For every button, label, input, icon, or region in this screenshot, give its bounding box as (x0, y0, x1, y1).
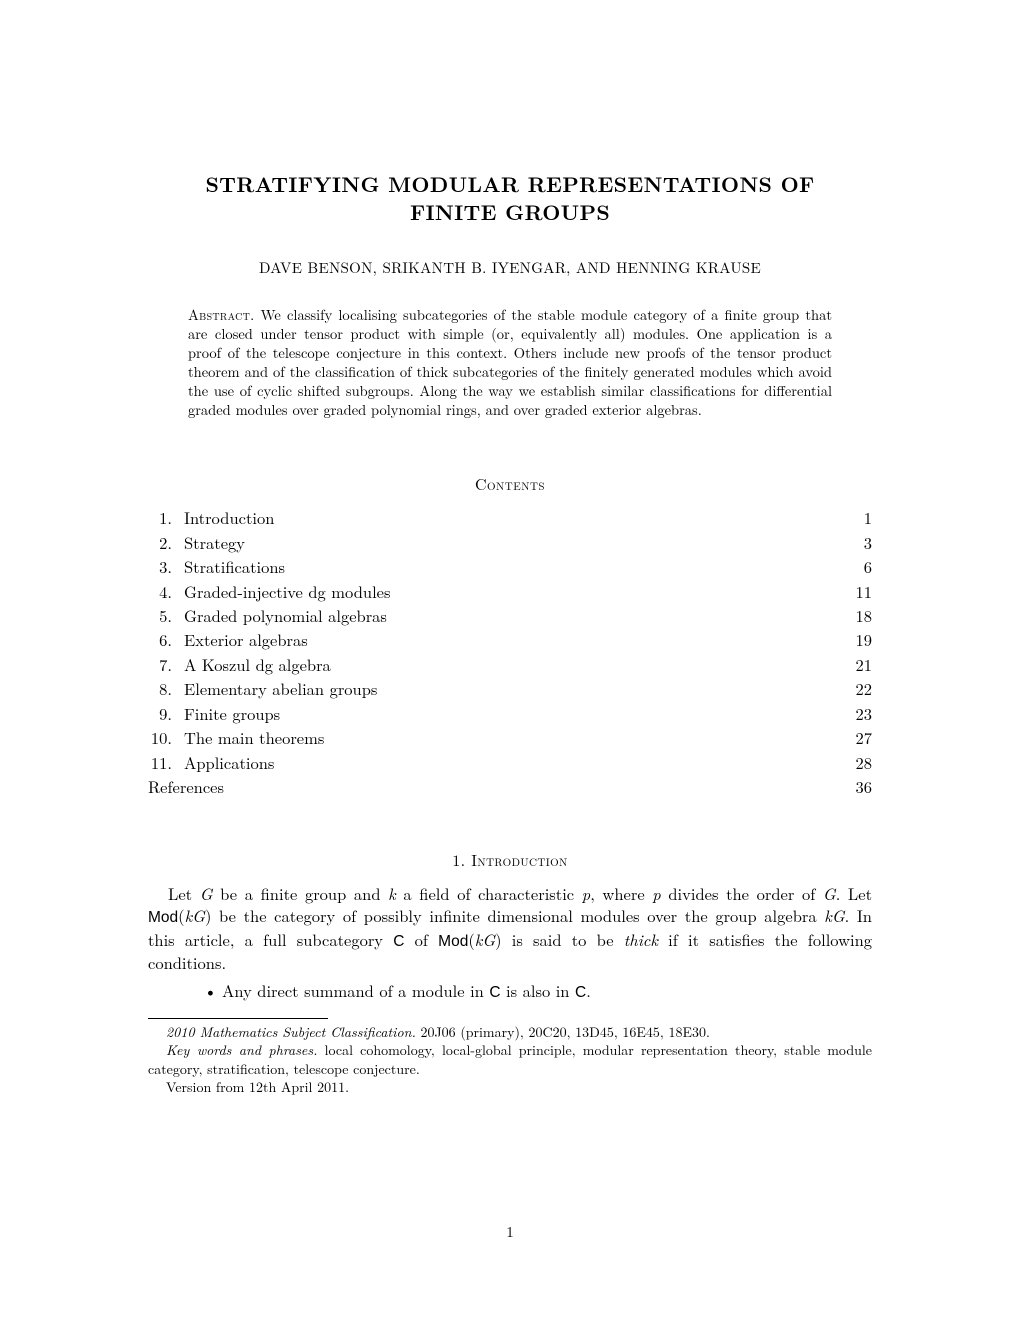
toc-title: Elementary abelian groups (184, 676, 832, 700)
title-line-1: STRATIFYING MODULAR REPRESENTATIONS OF (205, 169, 814, 199)
toc-num: 10. (148, 725, 184, 749)
footnote-keywords: Key words and phrases. local cohomology,… (148, 1041, 872, 1078)
toc-page: 23 (832, 701, 872, 725)
toc-page: 27 (832, 725, 872, 749)
toc-row: 3. Stratifications 6 (148, 554, 872, 578)
toc-title: Exterior algebras (184, 627, 832, 651)
text: be a finite group and (212, 881, 388, 905)
footnote-msc: 2010 Mathematics Subject Classification.… (148, 1023, 872, 1041)
bullet-item: • Any direct summand of a module in C is… (204, 980, 872, 1004)
toc-page: 22 (832, 676, 872, 700)
text: Any direct summand of a module in (222, 978, 489, 1002)
text: . (586, 978, 591, 1002)
toc-title: The main theorems (184, 725, 832, 749)
toc-page: 1 (832, 505, 872, 529)
math-G: G (200, 881, 213, 905)
toc-num: 7. (148, 652, 184, 676)
text: . Let (836, 881, 872, 905)
msc-text: 20J06 (primary), 20C20, 13D45, 16E45, 18… (416, 1022, 710, 1042)
math-p: p (652, 881, 660, 905)
bullet-list: • Any direct summand of a module in C is… (148, 980, 872, 1004)
toc-page: 18 (832, 603, 872, 627)
bullet-text: Any direct summand of a module in C is a… (222, 980, 591, 1004)
math-kG: kG (475, 927, 495, 951)
abstract-text: We classify localising subcategories of … (188, 305, 832, 421)
text: divides the order of (661, 881, 823, 905)
toc-row: 10. The main theorems 27 (148, 725, 872, 749)
section-1-heading: 1. Introduction (148, 848, 872, 871)
toc-row: 1. Introduction 1 (148, 505, 872, 529)
abstract-label: Abstract. (188, 305, 255, 325)
toc-page: 19 (832, 627, 872, 651)
math-k: k (388, 881, 396, 905)
term-thick: thick (624, 927, 658, 951)
footnotes: 2010 Mathematics Subject Classification.… (148, 1023, 872, 1097)
page: STRATIFYING MODULAR REPRESENTATIONS OF F… (0, 0, 1020, 1157)
toc-title: Graded polynomial algebras (184, 603, 832, 627)
toc-num: 11. (148, 750, 184, 774)
footnote-rule (148, 1018, 328, 1019)
toc-title: Stratifications (184, 554, 832, 578)
page-number: 1 (0, 1221, 1020, 1242)
kw-label: Key words and phrases. (166, 1040, 317, 1060)
contents-heading: Contents (148, 472, 872, 495)
toc-num: 2. (148, 530, 184, 554)
toc-title: Introduction (184, 505, 832, 529)
toc-page: 28 (832, 750, 872, 774)
abstract: Abstract. We classify localising subcate… (188, 306, 832, 421)
category-Mod: Mod (438, 933, 468, 950)
toc-title: A Koszul dg algebra (184, 652, 832, 676)
toc-row: 9. Finite groups 23 (148, 701, 872, 725)
toc-title: References (148, 774, 832, 798)
toc-page: 3 (832, 530, 872, 554)
toc-row: 11. Applications 28 (148, 750, 872, 774)
toc-title: Strategy (184, 530, 832, 554)
toc-row-references: References 36 (148, 774, 872, 798)
authors: DAVE BENSON, SRIKANTH B. IYENGAR, AND HE… (148, 257, 872, 278)
toc-row: 5. Graded polynomial algebras 18 (148, 603, 872, 627)
math-p: p (582, 881, 590, 905)
math-kG: kG (824, 903, 844, 927)
toc-title: Finite groups (184, 701, 832, 725)
msc-label: 2010 Mathematics Subject Classification. (166, 1022, 416, 1042)
math-kG: kG (185, 903, 205, 927)
toc-num: 6. (148, 627, 184, 651)
toc-title: Applications (184, 750, 832, 774)
intro-paragraph: Let G be a finite group and k a field of… (148, 883, 872, 974)
category-C: C (393, 933, 404, 950)
toc-page: 36 (832, 774, 872, 798)
math-G: G (823, 881, 836, 905)
text: Let (168, 881, 200, 905)
toc-page: 11 (832, 579, 872, 603)
text: is also in (501, 978, 575, 1002)
toc-row: 8. Elementary abelian groups 22 (148, 676, 872, 700)
toc-row: 6. Exterior algebras 19 (148, 627, 872, 651)
toc-title: Graded-injective dg modules (184, 579, 832, 603)
footnote-version: Version from 12th April 2011. (148, 1078, 872, 1096)
title-line-2: FINITE GROUPS (410, 197, 610, 227)
toc-num: 5. (148, 603, 184, 627)
bullet-icon: • (204, 980, 222, 1004)
category-C: C (575, 984, 586, 1001)
toc-row: 7. A Koszul dg algebra 21 (148, 652, 872, 676)
toc-num: 9. (148, 701, 184, 725)
text: , where (590, 881, 652, 905)
toc-page: 21 (832, 652, 872, 676)
toc-row: 4. Graded-injective dg modules 11 (148, 579, 872, 603)
table-of-contents: 1. Introduction 1 2. Strategy 3 3. Strat… (148, 505, 872, 798)
toc-row: 2. Strategy 3 (148, 530, 872, 554)
toc-page: 6 (832, 554, 872, 578)
paper-title: STRATIFYING MODULAR REPRESENTATIONS OF F… (148, 170, 872, 227)
toc-num: 1. (148, 505, 184, 529)
text: of (404, 927, 438, 951)
toc-num: 3. (148, 554, 184, 578)
text: is said to be (502, 927, 624, 951)
category-Mod: Mod (148, 909, 178, 926)
text: a field of characteristic (396, 881, 582, 905)
toc-num: 4. (148, 579, 184, 603)
category-C: C (489, 984, 500, 1001)
text: be the category of possibly infinite dim… (211, 903, 824, 927)
toc-num: 8. (148, 676, 184, 700)
